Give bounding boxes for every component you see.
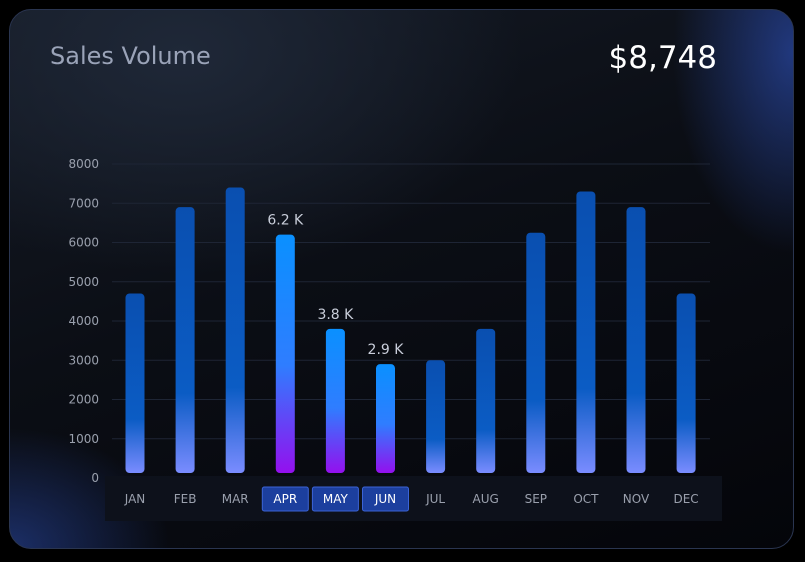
- x-tick-label: JAN: [124, 492, 146, 506]
- bar-sep: [526, 232, 546, 473]
- data-label: 3.8 K: [317, 307, 354, 323]
- bar-chart: 0 1000 2000 3000 4000 5000 6000 7000 8000 JAN FEB M…: [68, 157, 710, 512]
- x-tick-label: AUG: [473, 492, 499, 506]
- bar-jul: [426, 360, 446, 473]
- x-tick-label: NOV: [623, 492, 650, 506]
- x-tick-label: MAY: [323, 492, 349, 506]
- sales-volume-card: Sales Volume $8,748 0 1000 2000 3000 4000 500…: [9, 9, 794, 549]
- bar-oct: [576, 191, 596, 473]
- bar-feb: [175, 207, 195, 474]
- bar-apr: [275, 234, 295, 473]
- x-tick-label: OCT: [573, 492, 599, 506]
- y-tick-label: 4000: [68, 314, 99, 328]
- y-tick-label: 6000: [68, 236, 99, 250]
- y-tick-label: 0: [91, 471, 99, 485]
- y-tick-label: 1000: [68, 432, 99, 446]
- x-tick-label: FEB: [174, 492, 197, 506]
- bar-jun: [376, 364, 395, 473]
- chart-title: Sales Volume: [50, 42, 211, 70]
- data-label: 6.2 K: [267, 213, 304, 229]
- x-tick-label: DEC: [673, 492, 698, 506]
- bar-aug: [476, 328, 496, 473]
- y-tick-label: 2000: [68, 393, 99, 407]
- month-highlight-box: [261, 486, 309, 512]
- month-highlight-box: [311, 486, 359, 512]
- bar-nov: [626, 207, 646, 474]
- y-tick-label: 7000: [68, 196, 99, 210]
- bar-jan: [125, 293, 145, 473]
- bar-may: [325, 328, 345, 473]
- total-sales-value: $8,748: [608, 40, 717, 76]
- bar-mar: [225, 187, 245, 474]
- x-tick-label: SEP: [525, 492, 547, 506]
- y-tick-label: 5000: [68, 275, 99, 289]
- y-tick-label: 8000: [68, 157, 99, 171]
- x-tick-label: JUN: [374, 492, 396, 506]
- x-tick-label: APR: [273, 492, 297, 506]
- month-highlight-box: [362, 486, 409, 512]
- bar-dec: [676, 293, 696, 473]
- month-axis-bar: [105, 476, 722, 521]
- y-tick-label: 3000: [68, 353, 99, 367]
- data-label: 2.9 K: [368, 342, 405, 358]
- x-tick-label: MAR: [222, 492, 249, 506]
- x-tick-label: JUL: [425, 492, 445, 506]
